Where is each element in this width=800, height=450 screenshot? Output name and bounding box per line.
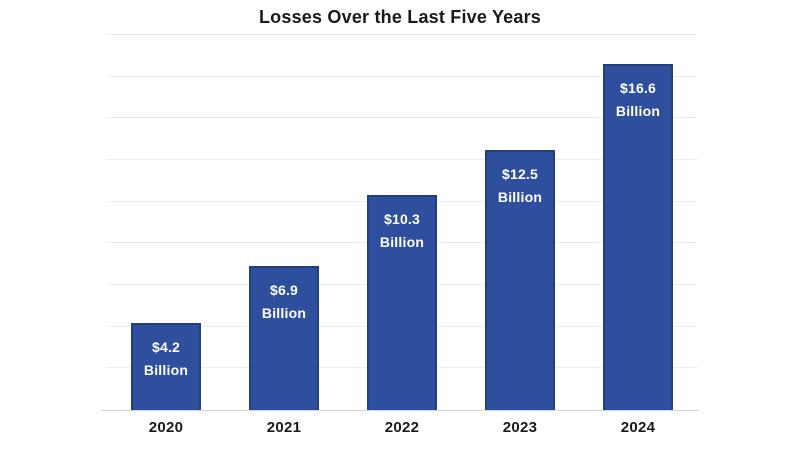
x-axis-line bbox=[101, 410, 699, 411]
bar-value-label-line: $16.6 bbox=[619, 80, 657, 97]
bar-value-label-line: $10.3 bbox=[383, 211, 421, 228]
bars-row: $4.2 Billion $6.9 Billion $10.3 Billion $12.5 B… bbox=[107, 35, 697, 410]
bar-value-label-line: $6.9 bbox=[269, 282, 299, 299]
gridline bbox=[107, 117, 697, 119]
bar-2024: $16.6 Billion bbox=[603, 64, 673, 410]
bar-2022: $10.3 Billion bbox=[367, 195, 437, 410]
bar-slot-2022: $10.3 Billion bbox=[343, 35, 461, 410]
bar-value-label: $12.5 Billion bbox=[498, 163, 542, 209]
bar-value-label-line: Billion bbox=[497, 188, 543, 205]
gridline bbox=[107, 75, 697, 77]
bar-2020: $4.2 Billion bbox=[131, 322, 201, 410]
bar-value-label-line: Billion bbox=[615, 103, 661, 120]
bar-slot-2020: $4.2 Billion bbox=[107, 35, 225, 410]
x-axis-label-2021: 2021 bbox=[266, 419, 302, 436]
x-axis-label-2022: 2022 bbox=[384, 419, 420, 436]
bar-value-label-line: Billion bbox=[143, 361, 189, 378]
bar-slot-2023: $12.5 Billion bbox=[461, 35, 579, 410]
bar-slot-2024: $16.6 Billion bbox=[579, 35, 697, 410]
bar-2023: $12.5 Billion bbox=[485, 149, 555, 410]
bar-value-label: $6.9 Billion bbox=[262, 279, 306, 325]
plot-area: $4.2 Billion $6.9 Billion $10.3 Billion $12.5 B… bbox=[101, 34, 699, 411]
gridline bbox=[107, 159, 697, 160]
bar-2021: $6.9 Billion bbox=[249, 266, 319, 410]
bar-value-label: $10.3 Billion bbox=[380, 208, 424, 254]
chart-title: Losses Over the Last Five Years bbox=[258, 7, 542, 27]
x-axis-label-2020: 2020 bbox=[148, 419, 184, 436]
bar-value-label: $4.2 Billion bbox=[144, 336, 188, 382]
x-axis-label-2023: 2023 bbox=[502, 419, 538, 436]
gridline bbox=[107, 34, 697, 35]
x-axis-labels: 2020 2021 2022 2023 2024 bbox=[107, 419, 697, 436]
bar-value-label-line: Billion bbox=[379, 234, 425, 251]
bar-value-label-line: $4.2 bbox=[151, 338, 181, 355]
bar-slot-2021: $6.9 Billion bbox=[225, 35, 343, 410]
x-axis-label-2024: 2024 bbox=[620, 419, 656, 436]
bar-value-label-line: $12.5 bbox=[501, 165, 539, 182]
bar-value-label-line: Billion bbox=[261, 305, 307, 322]
bar-value-label: $16.6 Billion bbox=[616, 77, 660, 123]
